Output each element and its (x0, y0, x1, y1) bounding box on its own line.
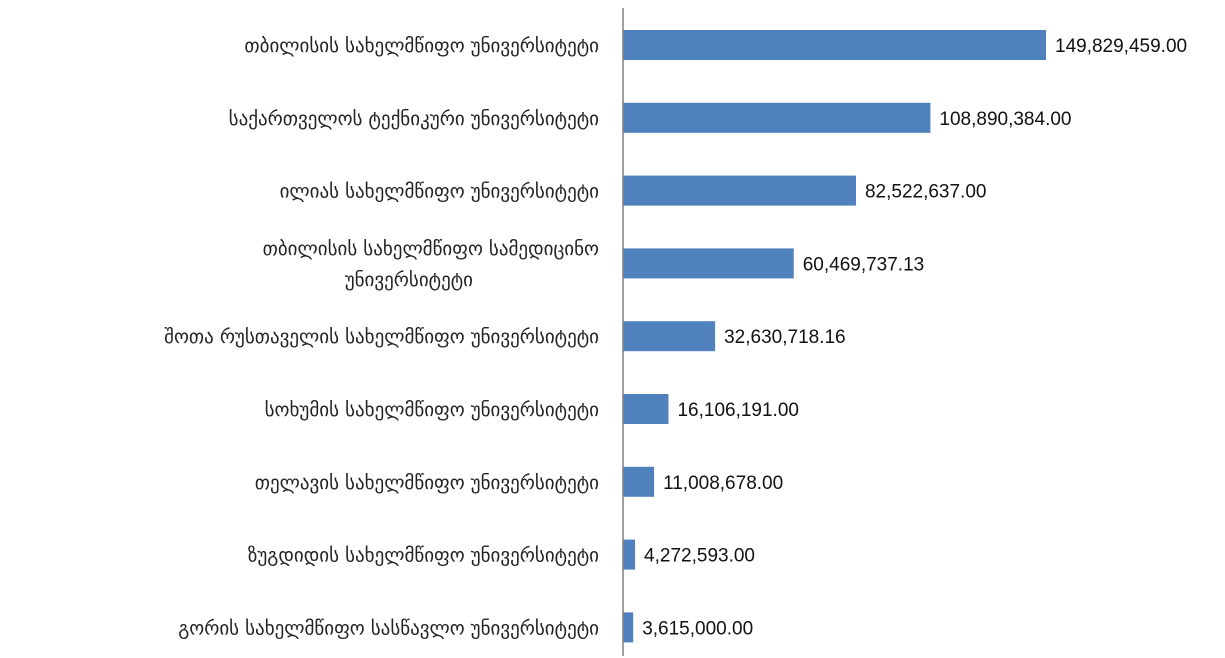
category-label-line: ზუგდიდის სახელმწიფო უნივერსიტეტი (248, 545, 599, 567)
category-label: თბილისის სახელმწიფო უნივერსიტეტი (244, 35, 599, 57)
category-label-line: უნივერსიტეტი (345, 269, 473, 291)
category-label: საქართველოს ტექნიკური უნივერსიტეტი (229, 108, 599, 130)
bar (623, 466, 655, 497)
bar (623, 102, 931, 133)
category-label: შოთა რუსთაველის სახელმწიფო უნივერსიტეტი (164, 326, 599, 348)
bar-value-label: 16,106,191.00 (677, 400, 799, 421)
bar (623, 539, 636, 570)
category-label: გორის სახელმწიფო სასწავლო უნივერსიტეტი (178, 617, 599, 639)
bar-value-label: 60,469,737.13 (803, 254, 925, 275)
category-label-line: თელავის სახელმწიფო უნივერსიტეტი (255, 472, 599, 494)
category-label-line: თბილისის სახელმწიფო სამედიცინო (263, 238, 599, 260)
bar-value-label: 108,890,384.00 (939, 109, 1071, 130)
bar-value-label: 4,272,593.00 (644, 546, 755, 567)
value-labels: 149,829,459.00 108,890,384.00 82,522,637.0… (642, 36, 1187, 639)
bar (623, 175, 856, 206)
category-label: ილიას სახელმწიფო უნივერსიტეტი (280, 181, 599, 203)
bar (623, 394, 669, 424)
bar (623, 30, 1046, 60)
bars-layer (623, 30, 1046, 643)
category-label-line: თბილისის სახელმწიფო უნივერსიტეტი (244, 35, 599, 57)
category-label: სოხუმის სახელმწიფო უნივერსიტეტი (265, 399, 599, 421)
category-label-line: საქართველოს ტექნიკური უნივერსიტეტი (229, 108, 599, 130)
bar (623, 248, 794, 279)
category-label: თბილისის სახელმწიფო სამედიცინო უნივერსიტე… (263, 238, 599, 291)
bar-value-label: 3,615,000.00 (642, 618, 753, 639)
bar-value-label: 11,008,678.00 (663, 473, 783, 494)
category-label: თელავის სახელმწიფო უნივერსიტეტი (255, 472, 599, 494)
bar (623, 612, 634, 643)
category-label-line: ილიას სახელმწიფო უნივერსიტეტი (280, 181, 599, 203)
category-labels: თბილისის სახელმწიფო უნივერსიტეტი საქართვე… (164, 35, 599, 639)
bar-value-label: 82,522,637.00 (865, 182, 987, 203)
bar-value-label: 149,829,459.00 (1055, 36, 1187, 57)
category-label: ზუგდიდის სახელმწიფო უნივერსიტეტი (248, 545, 599, 567)
category-label-line: შოთა რუსთაველის სახელმწიფო უნივერსიტეტი (164, 326, 599, 348)
category-label-line: გორის სახელმწიფო სასწავლო უნივერსიტეტი (178, 617, 599, 639)
bar (623, 321, 716, 352)
bar-value-label: 32,630,718.16 (724, 327, 846, 348)
category-label-line: სოხუმის სახელმწიფო უნივერსიტეტი (265, 399, 599, 421)
